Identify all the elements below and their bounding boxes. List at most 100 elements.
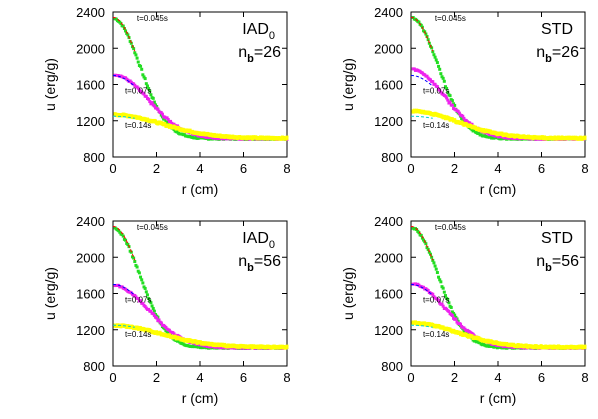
y-tick-label: 2400 [76,214,105,229]
data-point [152,104,156,108]
data-point [441,76,445,80]
data-point [443,85,447,89]
data-point [453,103,457,107]
data-point [428,78,432,82]
data-point [447,301,451,305]
data-point [124,238,128,242]
x-axis-label: r (cm) [480,390,517,406]
data-point [434,267,438,271]
data-point [164,326,168,330]
data-point [132,256,136,260]
data-point [165,120,169,124]
x-tick-label: 4 [196,370,203,385]
data-point [148,89,152,93]
data-point [141,73,145,77]
time-label: t=0.045s [435,223,466,232]
data-point [126,33,130,37]
time-label: t=0.07s [423,296,449,305]
data-point [141,281,145,285]
data-point [452,311,456,315]
data-point [443,94,447,98]
data-point [448,94,452,98]
y-tick-label: 1200 [374,114,403,129]
data-point [437,299,441,303]
data-point [471,332,475,336]
data-point [450,103,454,107]
y-tick-label: 1600 [76,78,105,93]
data-point [148,299,152,303]
data-point [432,261,436,265]
data-point [134,263,138,267]
data-point [117,229,121,233]
data-series-2 [411,282,587,350]
chart-panel-2: 0 2 4 6 8 800 1200 1600 2000 2400 r (cm) u (erg/g) t… [340,5,589,197]
data-point [167,328,171,332]
data-point [454,315,458,319]
analytic-curve-2 [112,74,136,87]
y-tick-label: 2400 [374,5,403,20]
data-point [439,280,443,284]
data-point [458,322,462,326]
data-point [417,231,421,235]
data-point [435,271,439,275]
x-tick-label: 4 [196,161,203,176]
data-point [147,307,151,311]
data-point [431,80,435,84]
y-tick-label: 1600 [76,287,105,302]
data-point [136,297,140,301]
x-tick-label: 8 [283,370,290,385]
data-point [422,238,426,242]
y-tick-label: 2400 [76,5,105,20]
time-label: t=0.14s [423,121,449,130]
y-tick-label: 1200 [374,323,403,338]
data-point [159,321,163,325]
data-point [136,60,140,64]
data-point [139,64,143,68]
data-series-2 [113,283,289,350]
data-point [173,334,177,338]
data-point [142,75,146,79]
y-tick-label: 1600 [374,78,403,93]
x-axis-label: r (cm) [182,181,219,197]
data-point [448,100,452,104]
data-point [433,264,437,268]
y-tick-label: 800 [83,150,105,165]
data-point [426,38,430,42]
x-axis-label: r (cm) [182,390,219,406]
particle-count-label: nb=56 [238,253,281,274]
data-point [583,135,587,139]
time-label: t=0.07s [423,87,449,96]
x-tick-label: 0 [109,370,116,385]
data-point [166,331,170,335]
analytic-curve-1 [112,225,136,261]
data-point [143,305,147,309]
analytic-curve-3 [411,324,433,328]
y-tick-label: 2000 [76,41,105,56]
data-point [144,82,148,86]
data-point [151,306,155,310]
data-point [462,116,466,120]
data-point [446,297,450,301]
data-point [136,269,140,273]
data-point [145,293,149,297]
y-axis-label: u (erg/g) [42,267,58,320]
data-point [454,317,458,321]
data-point [149,301,153,305]
data-point [443,294,447,298]
data-series-3 [411,320,587,350]
data-point [137,271,141,275]
data-point [433,55,437,59]
data-point [440,75,444,79]
data-point [121,24,125,28]
analytic-curve-2 [112,283,136,296]
analytic-curve-3 [113,115,135,119]
data-point [424,242,428,246]
data-point [456,109,460,113]
data-point [450,310,454,314]
data-point [438,88,442,92]
data-point [118,230,122,234]
analytic-curve-2 [410,283,434,296]
data-point [430,255,434,259]
data-point [139,275,143,279]
data-point [452,102,456,106]
